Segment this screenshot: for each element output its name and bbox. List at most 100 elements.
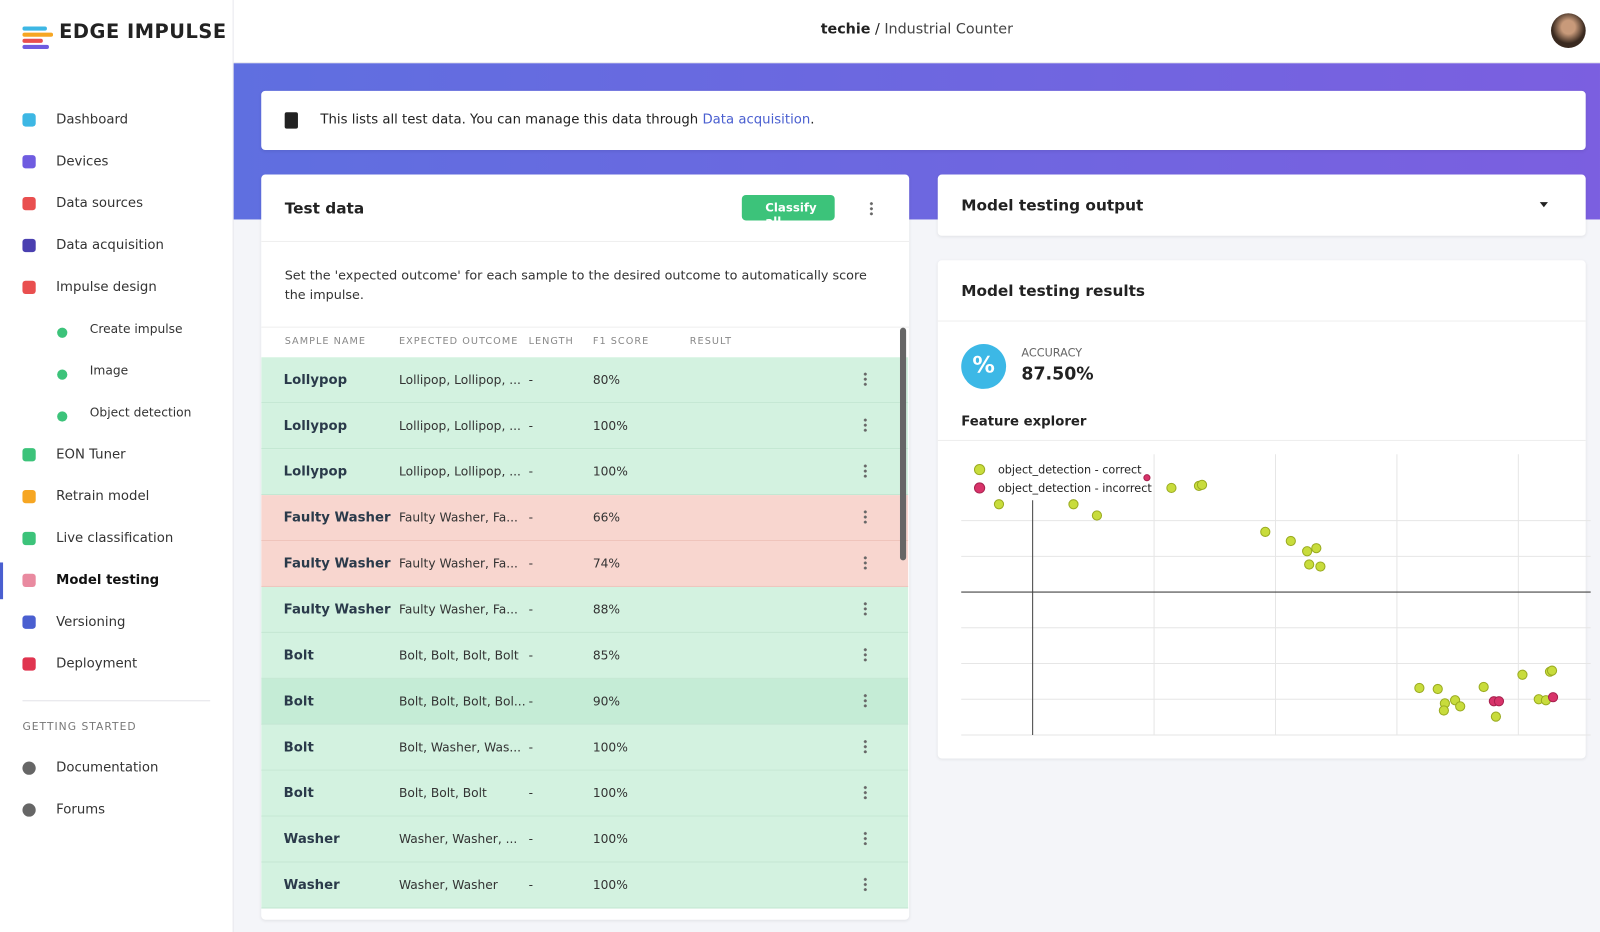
cell: Bolt [283, 786, 314, 802]
menu[interactable] [869, 201, 874, 216]
cell: - [528, 831, 533, 847]
user[interactable]: techie [820, 21, 871, 38]
section-title: GETTING STARTED [22, 720, 137, 733]
row-menu[interactable] [863, 601, 868, 616]
status-dot [57, 411, 68, 422]
row-menu[interactable] [863, 417, 868, 432]
test-data-card: Test data Classify all Set the 'expected… [261, 174, 910, 920]
row-menu[interactable] [863, 555, 868, 570]
row-menu[interactable] [863, 739, 868, 754]
classify-button[interactable]: Classify all [741, 194, 835, 229]
dropdown[interactable] [1539, 202, 1548, 211]
sidebar: EDGE IMPULSE GETTING STARTED Documentati… [0, 0, 234, 932]
cell: Bolt, Bolt, Bolt, Bolt [398, 648, 519, 663]
cell: Washer, Washer [398, 877, 498, 893]
active-bar [0, 562, 4, 600]
cell: - [528, 418, 533, 433]
table-row[interactable]: Bolt Bolt, Bolt, Bolt - 100% [261, 770, 909, 817]
icon [22, 113, 36, 127]
row-menu[interactable] [863, 509, 868, 524]
separator: / [874, 21, 880, 38]
cell: Bolt [283, 694, 314, 710]
nav-item[interactable]: Retrain model [56, 488, 150, 505]
cell: Faulty Washer, Fa... [398, 556, 518, 571]
nav-item[interactable]: Impulse design [56, 279, 157, 296]
nav-item[interactable]: Object detection [89, 405, 192, 420]
scrollbar[interactable] [899, 327, 907, 561]
avatar[interactable] [1551, 13, 1586, 48]
cell: Faulty Washer, Fa... [398, 602, 518, 617]
cell: 88% [592, 602, 621, 617]
cell: - [528, 648, 533, 663]
nav-item[interactable]: Documentation [56, 760, 159, 776]
row-menu[interactable] [863, 647, 868, 662]
breadcrumb: techie / Industrial Counter [234, 21, 1600, 37]
cell: Bolt, Bolt, Bolt, Bol... [398, 694, 526, 709]
column-header: F1 SCORE [592, 335, 650, 348]
table-row[interactable]: Washer Washer, Washer, ... - 100% [261, 816, 909, 863]
status-dot [57, 369, 68, 380]
nav-item[interactable]: Dashboard [56, 112, 129, 128]
row-menu[interactable] [863, 693, 868, 708]
divider [261, 240, 910, 242]
nav-item[interactable]: Create impulse [89, 321, 183, 336]
table-row[interactable]: Faulty Washer Faulty Washer, Fa... - 74% [261, 541, 909, 587]
row-menu[interactable] [863, 876, 868, 892]
cell: Bolt [283, 648, 314, 664]
cell: Faulty Washer [283, 510, 391, 526]
cell: 90% [592, 694, 621, 709]
nav-item[interactable]: Model testing [56, 572, 160, 588]
accuracy-label: ACCURACY [1021, 346, 1083, 360]
table-row[interactable]: Bolt Bolt, Washer, Was... - 100% [261, 724, 909, 771]
row-menu[interactable] [863, 463, 868, 478]
column-header: LENGTH [528, 335, 574, 348]
cell: Lollypop [283, 372, 348, 388]
nav-item[interactable]: EON Tuner [56, 447, 126, 463]
project[interactable]: Industrial Counter [884, 21, 1013, 38]
link[interactable]: Data acquisition [702, 112, 811, 128]
points-incorrect [1143, 474, 1559, 707]
feature-explorer-title: Feature explorer [961, 414, 1087, 430]
nav-item[interactable]: Versioning [56, 614, 126, 630]
column-header: RESULT [689, 335, 733, 348]
status-dot [57, 327, 68, 338]
table-row[interactable]: Washer Washer, Washer - 100% [261, 862, 909, 909]
divider [937, 320, 1586, 322]
legend-entry: object_detection - incorrect [998, 482, 1152, 495]
row-menu[interactable] [863, 830, 868, 846]
cell: Faulty Washer, Fa... [398, 510, 518, 525]
cell: Washer [283, 831, 340, 848]
icon [22, 280, 36, 294]
scatter: object_detection - correct object_detect… [961, 454, 1591, 736]
row-menu[interactable] [863, 784, 868, 800]
cell: Faulty Washer [283, 556, 391, 572]
nav-item[interactable]: Devices [56, 154, 109, 170]
icon [22, 197, 36, 211]
cell: 100% [592, 418, 628, 433]
logo-icon [22, 26, 54, 49]
table-row[interactable]: Bolt Bolt, Bolt, Bolt, Bolt - 85% [261, 632, 909, 679]
table-row[interactable]: Bolt Bolt, Bolt, Bolt, Bol... - 90% [261, 678, 909, 725]
results-card: Model testing results % ACCURACY 87.50% … [937, 260, 1591, 759]
cell: 100% [592, 786, 628, 801]
icon [22, 761, 36, 775]
accuracy-icon: % [961, 344, 1007, 389]
table-row[interactable]: Faulty Washer Faulty Washer, Fa... - 88% [261, 586, 909, 633]
points-correct [993, 479, 1558, 722]
cell: - [528, 786, 533, 801]
nav-item[interactable]: Deployment [56, 656, 138, 672]
table-row[interactable]: Faulty Washer Faulty Washer, Fa... - 66% [261, 495, 909, 542]
nav-item[interactable]: Image [89, 363, 129, 378]
notice-text: This lists all test data. You can manage… [320, 112, 814, 127]
nav-item[interactable]: Data acquisition [56, 237, 164, 254]
nav-item[interactable]: Data sources [56, 195, 143, 212]
row-menu[interactable] [863, 371, 868, 386]
nav-item[interactable]: Forums [56, 802, 106, 818]
logo: EDGE IMPULSE [59, 20, 227, 43]
table-header [261, 326, 910, 358]
table-row[interactable]: Lollypop Lollipop, Lollipop, ... - 80% [261, 357, 909, 404]
nav-item[interactable]: Live classification [56, 530, 174, 547]
cell: - [528, 464, 533, 479]
table-row[interactable]: Lollypop Lollipop, Lollipop, ... - 100% [261, 403, 909, 450]
table-row[interactable]: Lollypop Lollipop, Lollipop, ... - 100% [261, 449, 909, 496]
